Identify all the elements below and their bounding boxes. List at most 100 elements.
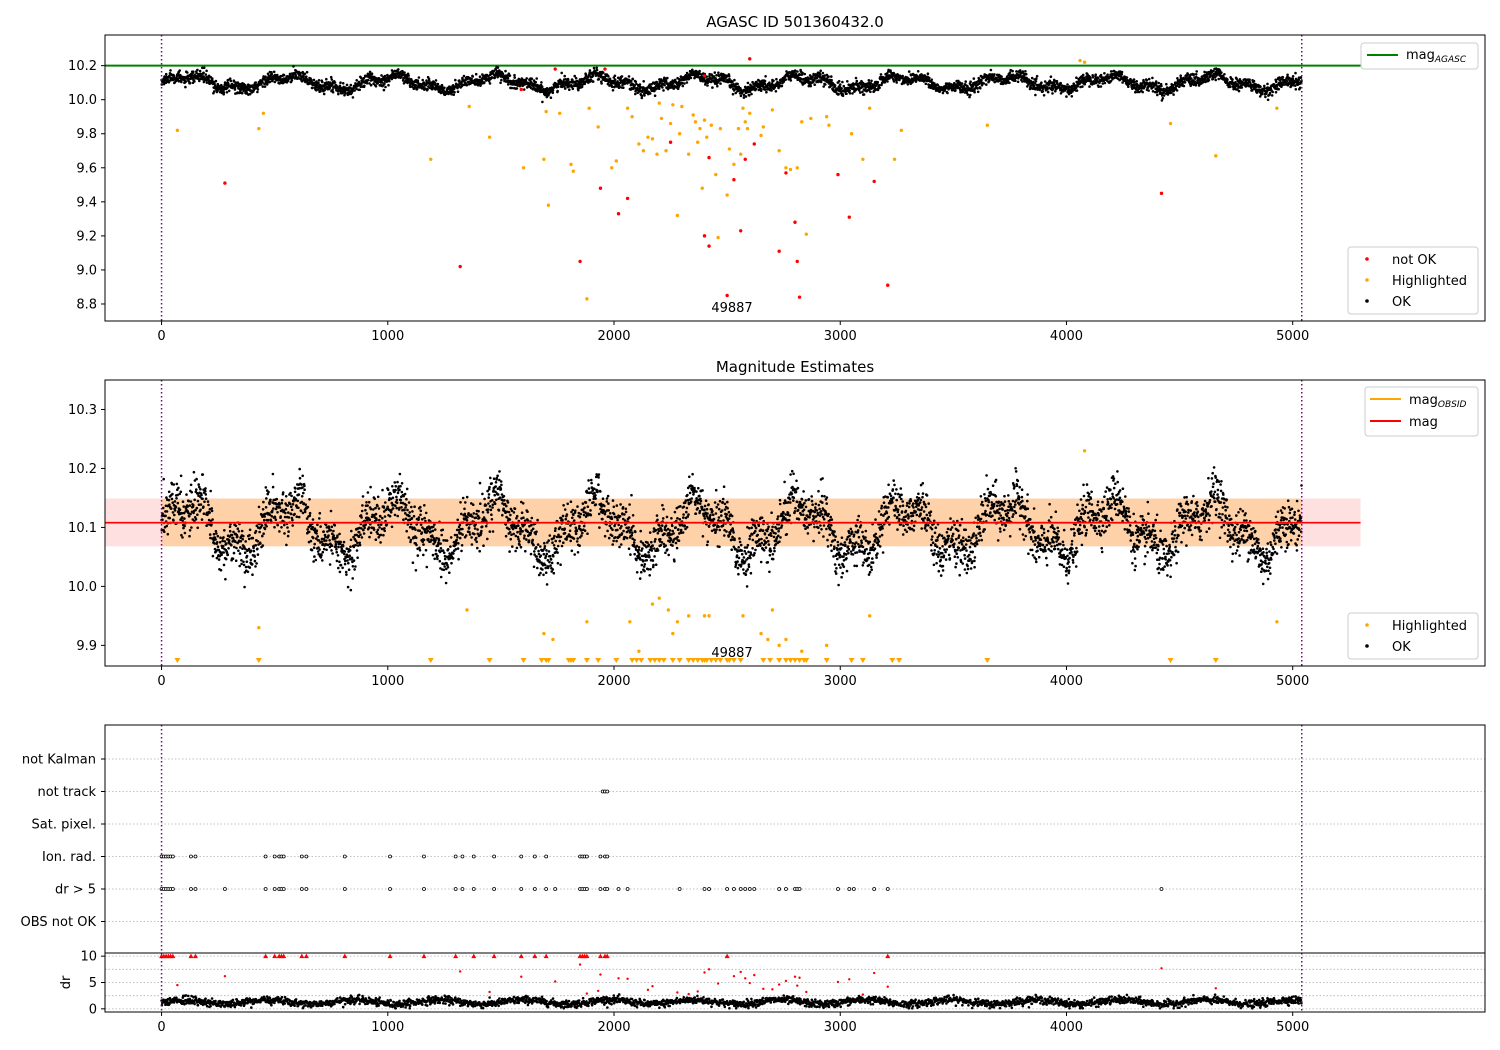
- ok-point: [294, 487, 297, 490]
- ok-point: [284, 507, 288, 511]
- not-ok-point: [519, 87, 523, 92]
- ok-point: [1248, 78, 1251, 81]
- x-tick-label: 1000: [371, 329, 404, 344]
- ok-point: [254, 565, 257, 568]
- highlighted-point: [657, 101, 661, 105]
- ok-point: [201, 497, 204, 501]
- ok-point: [801, 71, 804, 75]
- ok-point: [736, 82, 739, 86]
- ok-point: [200, 493, 203, 497]
- ok-point: [540, 85, 544, 89]
- ok-point: [282, 73, 286, 77]
- highlighted-point: [646, 135, 650, 139]
- ok-point: [261, 508, 265, 511]
- highlighted-point: [748, 111, 752, 116]
- ok-point: [407, 77, 411, 80]
- ok-point: [1195, 70, 1198, 73]
- ok-point: [200, 518, 204, 521]
- ok-point: [1141, 90, 1144, 94]
- ok-point: [199, 487, 202, 491]
- ok-point: [289, 491, 292, 495]
- ok-point: [173, 500, 177, 503]
- ok-point: [196, 526, 199, 530]
- ok-point: [1081, 73, 1085, 77]
- ok-point: [237, 549, 240, 552]
- ok-point: [240, 529, 244, 533]
- highlighted-point: [558, 111, 562, 116]
- highlighted-point: [542, 157, 546, 161]
- ok-point: [261, 85, 265, 88]
- ok-point: [265, 525, 268, 528]
- y-tick-label: 9.8: [76, 127, 97, 142]
- ok-point: [969, 80, 972, 83]
- ok-point: [515, 87, 519, 90]
- ok-point: [260, 524, 264, 527]
- ok-point: [199, 503, 203, 506]
- ok-point: [592, 66, 596, 70]
- y-tick-label: 9.6: [76, 161, 97, 176]
- ok-point: [169, 69, 172, 72]
- ok-point: [328, 563, 332, 566]
- ok-point: [1183, 81, 1187, 84]
- ok-point: [165, 524, 168, 528]
- highlighted-point: [705, 135, 709, 139]
- ok-point: [768, 81, 771, 84]
- ok-point: [213, 542, 216, 545]
- ok-point: [301, 474, 305, 478]
- ok-point: [222, 91, 226, 94]
- ok-point: [331, 552, 334, 555]
- ok-point: [205, 524, 208, 527]
- ok-point: [291, 524, 295, 527]
- ok-point: [393, 69, 397, 73]
- ok-point: [261, 544, 265, 547]
- highlighted-point: [175, 128, 180, 133]
- ok-point: [506, 76, 510, 80]
- ok-point: [488, 82, 492, 85]
- ok-point: [196, 68, 199, 72]
- ok-point: [454, 78, 457, 82]
- ok-point: [1120, 70, 1124, 74]
- not-ok-point: [743, 157, 747, 161]
- ok-point: [172, 519, 175, 522]
- ok-point: [591, 80, 595, 83]
- ok-point: [549, 96, 553, 99]
- ok-point: [1056, 82, 1059, 86]
- highlighted-point: [641, 149, 646, 153]
- ok-point: [311, 518, 315, 521]
- ok-point: [179, 490, 183, 494]
- ok-point: [242, 560, 245, 564]
- ok-point: [214, 538, 217, 541]
- ok-point: [1132, 78, 1136, 81]
- not-ok-point: [739, 229, 743, 233]
- ok-point: [746, 81, 750, 85]
- highlighted-point: [467, 104, 471, 109]
- ok-point: [1270, 94, 1274, 97]
- ok-point: [508, 74, 512, 77]
- ok-point: [254, 544, 258, 547]
- highlighted-point: [739, 152, 743, 156]
- ok-point: [196, 499, 200, 503]
- ok-point: [256, 553, 260, 556]
- highlighted-point: [800, 120, 804, 124]
- ok-point: [303, 72, 307, 76]
- ok-point: [231, 536, 235, 540]
- ok-point: [333, 524, 337, 527]
- ok-point: [560, 71, 563, 75]
- ok-point: [1299, 76, 1303, 79]
- highlighted-point: [795, 166, 799, 170]
- ok-point: [231, 557, 235, 560]
- ok-point: [275, 497, 279, 501]
- highlighted-point: [824, 115, 829, 119]
- ok-point: [1024, 70, 1027, 73]
- ok-point: [291, 518, 294, 522]
- ok-point: [334, 545, 338, 548]
- highlighted-point: [741, 106, 745, 110]
- highlighted-point: [770, 108, 775, 112]
- ok-point: [390, 77, 394, 81]
- ok-point: [222, 551, 225, 554]
- ok-point: [290, 494, 293, 498]
- ok-point: [1066, 83, 1069, 86]
- highlighted-point: [691, 113, 695, 117]
- ok-point: [234, 540, 237, 544]
